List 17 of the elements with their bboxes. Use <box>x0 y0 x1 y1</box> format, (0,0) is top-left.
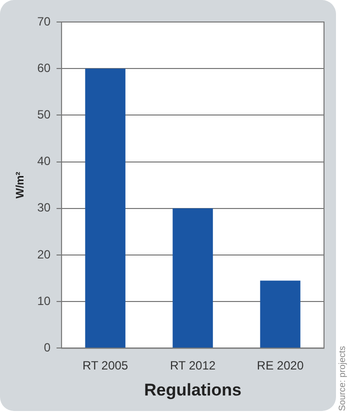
y-tick-label: 0 <box>44 340 51 355</box>
bar <box>85 68 126 348</box>
x-tick-label: RT 2012 <box>170 358 216 373</box>
y-tick-label: 20 <box>37 247 51 262</box>
y-tick-label: 50 <box>37 108 51 122</box>
source-note: Source: projects <box>336 346 346 411</box>
y-tick-label: 70 <box>37 14 51 28</box>
y-axis-title: W/m² <box>14 171 27 199</box>
x-axis-title: Regulations <box>144 380 242 400</box>
y-tick-label: 30 <box>37 200 51 215</box>
y-tick-label: 60 <box>37 60 51 75</box>
x-tick-label: RT 2005 <box>82 358 128 373</box>
x-tick-label: RE 2020 <box>256 358 304 373</box>
bar <box>260 280 300 348</box>
y-tick-label: 40 <box>37 154 51 168</box>
bar <box>172 208 213 348</box>
y-tick-label: 10 <box>37 294 51 308</box>
